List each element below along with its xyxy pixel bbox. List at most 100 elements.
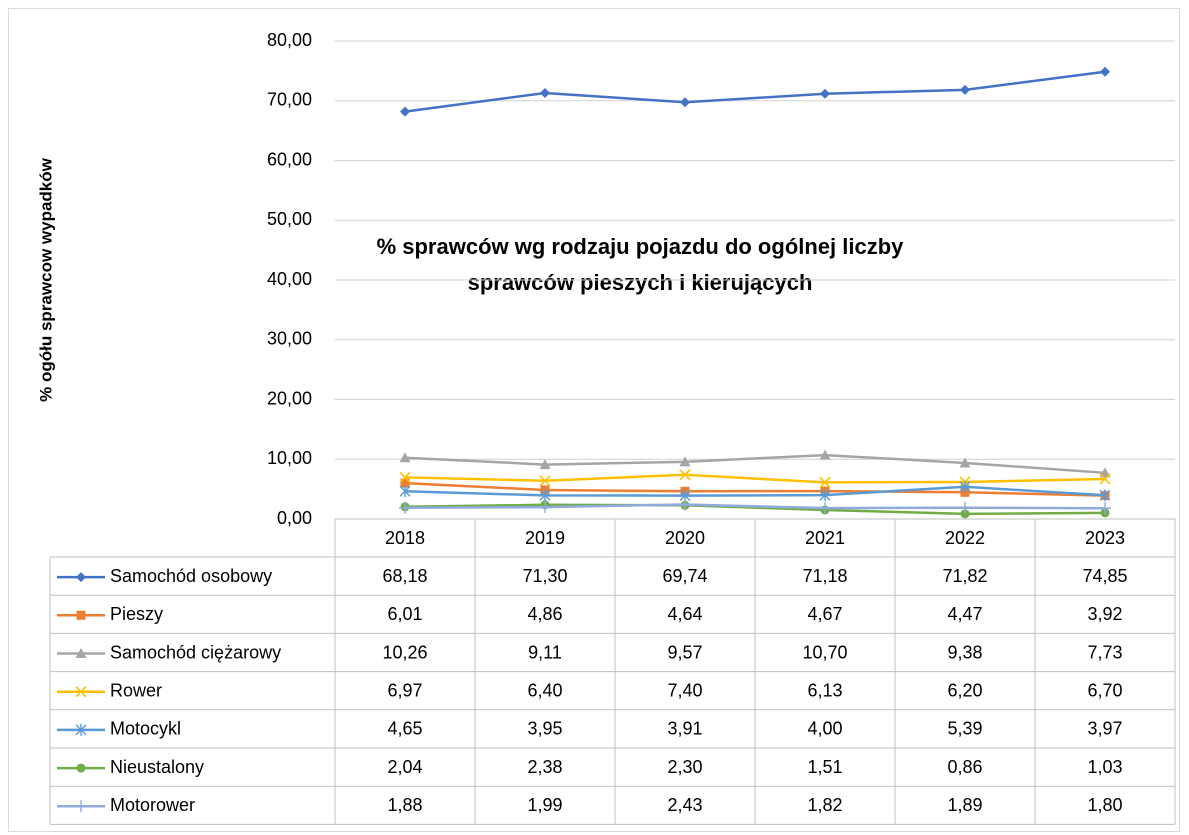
table-value: 68,18 — [382, 566, 427, 586]
point-marker — [1099, 502, 1111, 515]
series-line — [404, 503, 1106, 510]
table-value: 71,82 — [942, 566, 987, 586]
point-marker — [540, 87, 550, 98]
table-value: 1,03 — [1087, 757, 1122, 777]
table-value: 6,40 — [527, 680, 562, 700]
chart-title: % sprawców wg rodzaju pojazdu do ogólnej… — [377, 234, 905, 259]
y-tick-label: 10,00 — [267, 448, 312, 468]
chart-border — [8, 8, 1180, 832]
table-value: 10,26 — [382, 642, 427, 662]
table-value: 71,30 — [522, 566, 567, 586]
point-marker — [1099, 467, 1111, 478]
table-value: 71,18 — [802, 566, 847, 586]
point-marker — [539, 459, 551, 470]
table-value: 2,43 — [667, 795, 702, 815]
table-value: 1,89 — [947, 795, 982, 815]
table-value: 5,39 — [947, 719, 982, 739]
point-marker — [400, 478, 410, 488]
point-marker — [960, 509, 970, 519]
point-marker — [679, 456, 691, 467]
x-tick-label: 2021 — [805, 528, 845, 548]
table-value: 74,85 — [1082, 566, 1127, 586]
legend-marker — [75, 800, 87, 813]
series-line — [404, 473, 1106, 484]
table-value: 4,65 — [387, 719, 422, 739]
table-value: 9,11 — [528, 642, 562, 662]
table-value: 2,04 — [387, 757, 422, 777]
point-marker — [399, 501, 411, 514]
point-marker — [539, 475, 551, 487]
y-tick-label: 0,00 — [277, 508, 312, 528]
table-value: 4,00 — [807, 719, 842, 739]
table-value: 1,51 — [807, 757, 842, 777]
legend-marker — [75, 648, 87, 658]
table-value: 2,38 — [527, 757, 562, 777]
legend-label: Rower — [110, 680, 162, 700]
table-value: 7,40 — [667, 680, 702, 700]
table-value: 1,88 — [387, 795, 422, 815]
point-marker — [1099, 489, 1111, 502]
legend-label: Samochód ciężarowy — [110, 642, 281, 662]
point-marker — [1100, 66, 1110, 77]
table-value: 6,70 — [1087, 680, 1122, 700]
table-value: 3,95 — [527, 719, 562, 739]
table-value: 9,57 — [667, 642, 702, 662]
y-axis-label: % ogółu sprawcow wypadków — [36, 157, 55, 401]
y-tick-label: 30,00 — [267, 329, 312, 349]
table-value: 69,74 — [662, 566, 707, 586]
point-marker — [539, 501, 551, 514]
point-marker — [959, 501, 971, 514]
table-value: 1,99 — [527, 795, 562, 815]
x-tick-label: 2020 — [665, 528, 705, 548]
legend-marker — [76, 763, 86, 773]
table-value: 4,64 — [667, 604, 702, 624]
table-value: 3,91 — [667, 719, 702, 739]
point-marker — [819, 489, 831, 502]
table-value: 6,20 — [947, 680, 982, 700]
table-value: 1,80 — [1087, 795, 1122, 815]
y-tick-label: 80,00 — [267, 30, 312, 50]
point-marker — [679, 498, 691, 511]
point-marker — [959, 480, 971, 493]
series-line — [404, 485, 1106, 497]
series-line — [404, 481, 1106, 497]
y-tick-label: 70,00 — [267, 90, 312, 110]
table-value: 6,13 — [807, 680, 842, 700]
x-tick-label: 2023 — [1085, 528, 1125, 548]
point-marker — [399, 485, 411, 498]
legend-marker — [75, 686, 87, 698]
legend-label: Motocykl — [110, 719, 181, 739]
table-value: 10,70 — [802, 642, 847, 662]
series-line — [404, 453, 1106, 475]
series-line — [404, 70, 1106, 113]
x-tick-label: 2022 — [945, 528, 985, 548]
point-marker — [400, 106, 410, 117]
table-value: 7,73 — [1087, 642, 1122, 662]
table-value: 3,92 — [1087, 604, 1122, 624]
table-value: 1,82 — [807, 795, 842, 815]
y-tick-label: 40,00 — [267, 269, 312, 289]
point-marker — [539, 489, 551, 502]
table-value: 6,01 — [387, 604, 422, 624]
y-tick-label: 60,00 — [267, 149, 312, 169]
table-value: 9,38 — [947, 642, 982, 662]
legend-label: Nieustalony — [110, 757, 204, 777]
point-marker — [399, 471, 411, 483]
legend-marker — [76, 572, 86, 583]
y-tick-label: 20,00 — [267, 388, 312, 408]
point-marker — [959, 457, 971, 468]
table-value: 4,86 — [527, 604, 562, 624]
x-tick-label: 2019 — [525, 528, 565, 548]
point-marker — [819, 449, 831, 460]
y-tick-label: 50,00 — [267, 209, 312, 229]
point-marker — [399, 452, 411, 463]
legend-marker — [76, 610, 86, 620]
legend-label: Pieszy — [110, 604, 163, 624]
point-marker — [819, 476, 831, 488]
table-value: 4,67 — [807, 604, 842, 624]
point-marker — [820, 88, 830, 99]
series-line — [404, 503, 1106, 516]
table-value: 0,86 — [947, 757, 982, 777]
point-marker — [679, 469, 691, 481]
